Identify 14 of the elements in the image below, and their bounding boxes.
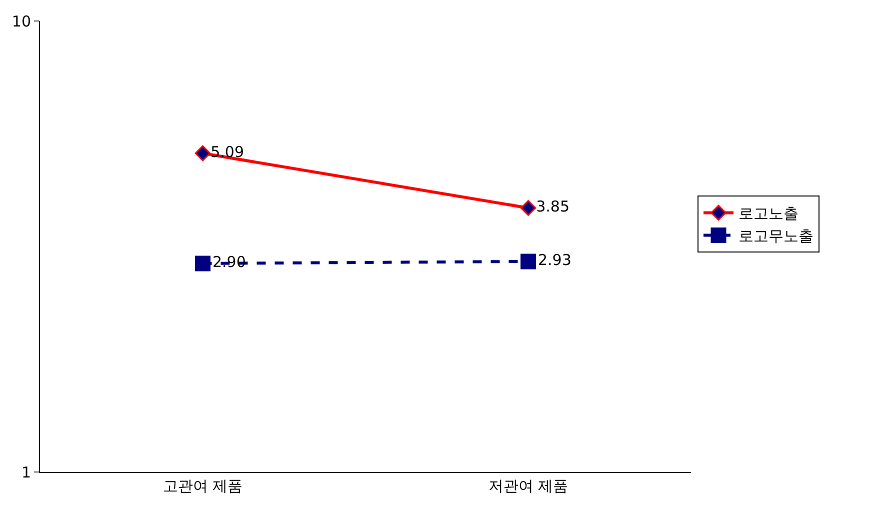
y-tick-label: 10: [12, 12, 31, 30]
point: [520, 200, 536, 216]
x-tick-label: 고관여 제품: [162, 477, 243, 495]
y-tick-label: 1: [21, 463, 31, 482]
legend-label: 로고노출: [738, 204, 799, 223]
point: [520, 254, 536, 270]
data-label: 2.93: [538, 251, 572, 270]
data-label: 2.90: [212, 253, 246, 272]
point: [195, 256, 210, 272]
x-tick-label: 저관여 제품: [488, 477, 568, 495]
legend-label: 로고무노출: [738, 227, 814, 246]
data-label: 3.85: [536, 198, 570, 216]
data-label: 5.09: [210, 143, 244, 162]
point: [194, 145, 211, 162]
